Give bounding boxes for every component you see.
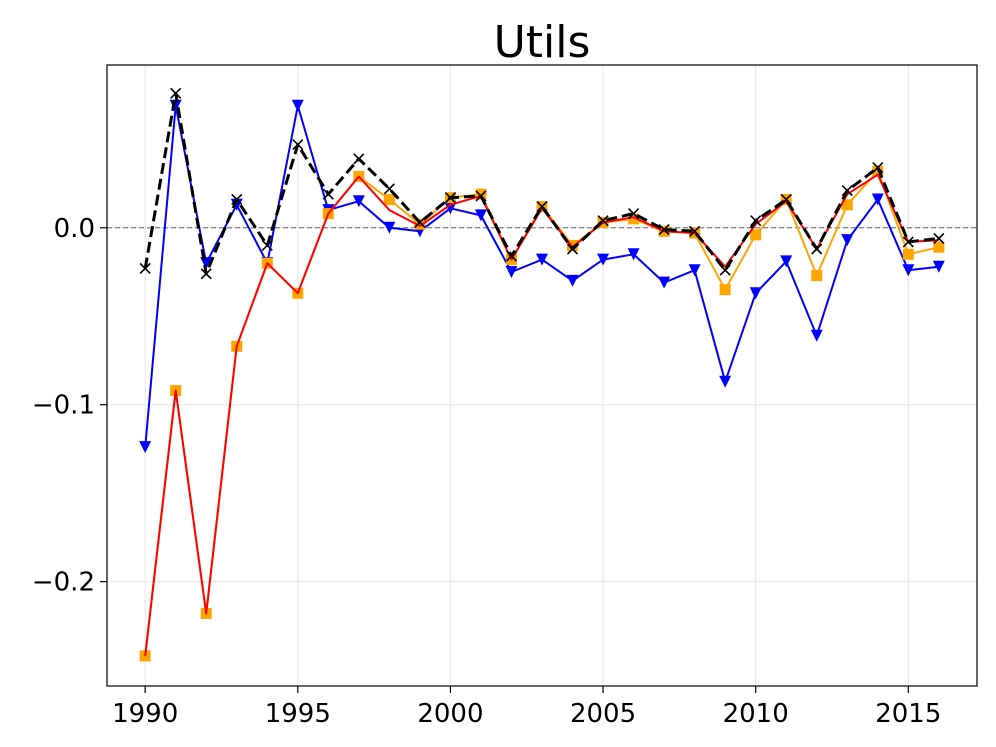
data-point — [139, 650, 151, 662]
grid — [107, 65, 977, 686]
data-point — [292, 139, 304, 151]
data-point — [353, 153, 365, 165]
data-point — [414, 216, 426, 229]
data-point — [139, 262, 151, 275]
data-point — [628, 213, 640, 225]
data-point — [444, 202, 457, 215]
data-point — [658, 276, 671, 289]
data-point — [597, 215, 609, 227]
data-point — [750, 229, 762, 241]
data-point — [383, 183, 395, 195]
y-tick-label: −0.1 — [32, 391, 95, 421]
data-point — [933, 232, 945, 244]
data-point — [719, 284, 731, 296]
data-point — [475, 188, 487, 200]
x-tick-label: 2010 — [723, 699, 789, 729]
data-point — [810, 329, 823, 342]
data-point — [871, 193, 884, 206]
data-point — [841, 185, 853, 197]
data-point — [536, 253, 548, 266]
data-point — [689, 225, 701, 237]
data-point — [750, 215, 762, 227]
data-point — [414, 218, 426, 230]
x-tick-label: 2000 — [417, 699, 483, 729]
series-2 — [139, 165, 945, 662]
x-axis: 1990 1995 2000 2005 2010 2015 — [112, 686, 941, 729]
y-tick-label: 0.0 — [54, 214, 95, 244]
data-point — [902, 236, 914, 248]
x-tick-label: 1995 — [265, 699, 331, 729]
data-point — [444, 192, 456, 204]
data-point — [231, 193, 243, 206]
data-point — [383, 193, 395, 205]
data-point — [780, 255, 793, 268]
data-point — [719, 375, 732, 388]
data-point — [505, 250, 518, 262]
series-layer — [139, 87, 945, 662]
data-point — [475, 190, 487, 202]
x-tick-label: 2005 — [570, 699, 636, 729]
data-point — [322, 188, 334, 200]
data-point — [597, 253, 610, 266]
x-tick-label: 2015 — [875, 699, 941, 729]
data-point — [170, 87, 182, 99]
series-4 — [139, 87, 945, 280]
data-point — [352, 195, 365, 208]
data-point — [749, 287, 762, 300]
data-point — [811, 270, 823, 282]
data-point — [932, 260, 945, 273]
data-point — [139, 441, 152, 454]
data-point — [872, 162, 884, 174]
data-point — [261, 239, 273, 252]
data-point — [841, 234, 854, 247]
y-axis: −0.2 −0.1 0.0 — [32, 214, 107, 598]
series-1 — [139, 99, 945, 454]
data-point — [933, 241, 945, 253]
data-point — [811, 243, 823, 255]
data-point — [566, 243, 579, 255]
data-point — [902, 264, 915, 277]
data-point — [474, 209, 487, 222]
data-point — [383, 221, 396, 234]
data-point — [566, 274, 579, 287]
data-point — [719, 264, 731, 276]
data-point — [291, 99, 304, 112]
data-point — [780, 193, 792, 206]
data-point — [200, 268, 212, 280]
data-point — [567, 239, 579, 251]
data-point — [505, 266, 518, 278]
data-point — [536, 200, 548, 213]
y-tick-label: −0.2 — [32, 568, 95, 598]
data-point — [688, 264, 701, 277]
data-point — [841, 199, 853, 211]
data-point — [628, 208, 640, 220]
data-point — [658, 223, 670, 236]
data-point — [902, 248, 914, 260]
plot-frame — [106, 64, 978, 687]
data-point — [627, 248, 640, 261]
chart-title: Utils — [494, 17, 591, 68]
x-tick-label: 1990 — [112, 699, 178, 729]
series-line — [143, 91, 939, 276]
